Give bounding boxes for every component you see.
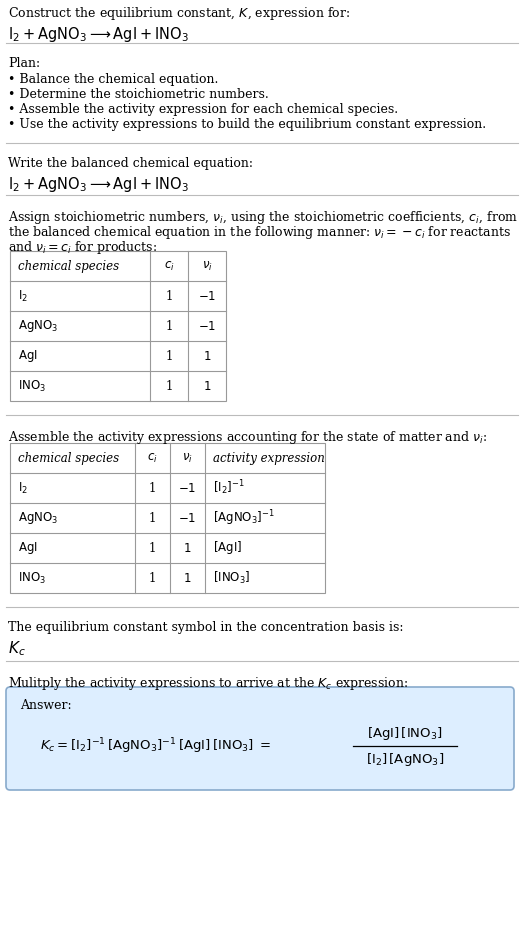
Text: $\mathrm{AgNO_3}$: $\mathrm{AgNO_3}$ [18, 318, 58, 334]
Text: activity expression: activity expression [213, 452, 325, 464]
Text: $[\mathrm{I_2}]^{-1}$: $[\mathrm{I_2}]^{-1}$ [213, 478, 245, 497]
Text: $\mathrm{AgI}$: $\mathrm{AgI}$ [18, 348, 38, 364]
Text: $[\mathrm{AgI}]$: $[\mathrm{AgI}]$ [213, 539, 242, 556]
Bar [10, 443, 325, 593]
Text: $-1$: $-1$ [198, 320, 216, 332]
Text: • Determine the stoichiometric numbers.: • Determine the stoichiometric numbers. [8, 88, 269, 101]
Text: 1: 1 [149, 571, 156, 585]
Text: the balanced chemical equation in the following manner: $\nu_i = -c_i$ for react: the balanced chemical equation in the fo… [8, 224, 511, 241]
Text: $-1$: $-1$ [178, 481, 196, 494]
Text: $\mathrm{I_2}$: $\mathrm{I_2}$ [18, 480, 28, 495]
Text: $-1$: $-1$ [198, 289, 216, 303]
Text: The equilibrium constant symbol in the concentration basis is:: The equilibrium constant symbol in the c… [8, 621, 403, 634]
Text: $c_i$: $c_i$ [163, 259, 174, 272]
Text: $\mathrm{I_2 + AgNO_3 \longrightarrow AgI + INO_3}$: $\mathrm{I_2 + AgNO_3 \longrightarrow Ag… [8, 175, 189, 194]
Text: $K_c = [\mathrm{I_2}]^{-1}\,[\mathrm{AgNO_3}]^{-1}\,[\mathrm{AgI}]\,[\mathrm{INO: $K_c = [\mathrm{I_2}]^{-1}\,[\mathrm{AgN… [40, 736, 271, 755]
Text: $\mathrm{INO_3}$: $\mathrm{INO_3}$ [18, 379, 46, 394]
Text: 1: 1 [165, 380, 173, 393]
Text: $1$: $1$ [203, 380, 211, 393]
Text: 1: 1 [149, 481, 156, 494]
Text: $[\mathrm{INO_3}]$: $[\mathrm{INO_3}]$ [213, 570, 250, 586]
Text: 1: 1 [165, 289, 173, 303]
Text: • Balance the chemical equation.: • Balance the chemical equation. [8, 73, 219, 86]
Text: $\mathrm{I_2 + AgNO_3 \longrightarrow AgI + INO_3}$: $\mathrm{I_2 + AgNO_3 \longrightarrow Ag… [8, 25, 189, 44]
Text: 1: 1 [165, 320, 173, 332]
Text: • Use the activity expressions to build the equilibrium constant expression.: • Use the activity expressions to build … [8, 118, 486, 131]
Text: Plan:: Plan: [8, 57, 40, 70]
Text: $1$: $1$ [203, 349, 211, 363]
Text: $\nu_i$: $\nu_i$ [182, 452, 193, 465]
Text: 1: 1 [165, 349, 173, 363]
Text: chemical species: chemical species [18, 259, 119, 272]
Text: $\nu_i$: $\nu_i$ [202, 259, 212, 272]
Text: and $\nu_i = c_i$ for products:: and $\nu_i = c_i$ for products: [8, 239, 157, 256]
Text: $-1$: $-1$ [178, 512, 196, 525]
Text: 1: 1 [149, 512, 156, 525]
Text: $K_c$: $K_c$ [8, 639, 26, 658]
Bar [10, 251, 226, 401]
Text: Assemble the activity expressions accounting for the state of matter and $\nu_i$: Assemble the activity expressions accoun… [8, 429, 487, 446]
Text: Mulitply the activity expressions to arrive at the $K_c$ expression:: Mulitply the activity expressions to arr… [8, 675, 408, 692]
Text: $\mathrm{AgI}$: $\mathrm{AgI}$ [18, 540, 38, 556]
Text: $[\mathrm{I_2}]\,[\mathrm{AgNO_3}]$: $[\mathrm{I_2}]\,[\mathrm{AgNO_3}]$ [366, 751, 444, 768]
Text: 1: 1 [149, 542, 156, 554]
Text: $1$: $1$ [183, 571, 192, 585]
Text: • Assemble the activity expression for each chemical species.: • Assemble the activity expression for e… [8, 103, 398, 116]
Text: $\mathrm{INO_3}$: $\mathrm{INO_3}$ [18, 570, 46, 586]
Text: Write the balanced chemical equation:: Write the balanced chemical equation: [8, 157, 253, 170]
Text: Assign stoichiometric numbers, $\nu_i$, using the stoichiometric coefficients, $: Assign stoichiometric numbers, $\nu_i$, … [8, 209, 518, 226]
Text: $\mathrm{AgNO_3}$: $\mathrm{AgNO_3}$ [18, 510, 58, 526]
Text: chemical species: chemical species [18, 452, 119, 464]
Text: $[\mathrm{AgNO_3}]^{-1}$: $[\mathrm{AgNO_3}]^{-1}$ [213, 509, 275, 528]
Text: $1$: $1$ [183, 542, 192, 554]
Text: Construct the equilibrium constant, $K$, expression for:: Construct the equilibrium constant, $K$,… [8, 5, 350, 22]
Text: Answer:: Answer: [20, 699, 72, 712]
Text: $c_i$: $c_i$ [147, 452, 158, 465]
Text: $[\mathrm{AgI}]\,[\mathrm{INO_3}]$: $[\mathrm{AgI}]\,[\mathrm{INO_3}]$ [367, 724, 443, 741]
FancyBboxPatch shape [6, 687, 514, 790]
Text: $\mathrm{I_2}$: $\mathrm{I_2}$ [18, 288, 28, 304]
